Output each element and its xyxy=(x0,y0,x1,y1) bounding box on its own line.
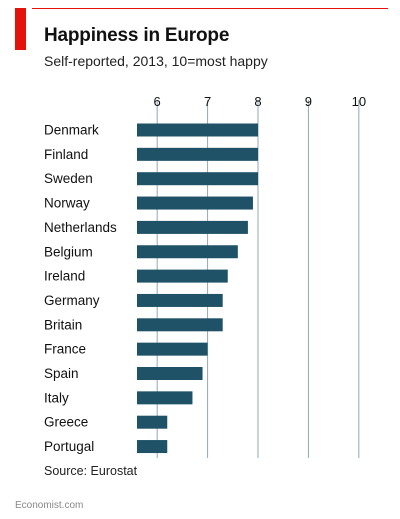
chart-source: Source: Eurostat xyxy=(44,464,138,478)
category-label: Belgium xyxy=(44,244,93,259)
bar xyxy=(137,342,208,356)
chart-subtitle: Self-reported, 2013, 10=most happy xyxy=(44,53,268,69)
bar xyxy=(137,269,228,283)
category-label: Norway xyxy=(44,196,90,211)
bar xyxy=(137,318,223,332)
chart-title: Happiness in Europe xyxy=(44,25,230,46)
x-tick-label: 8 xyxy=(254,94,261,109)
bar xyxy=(137,415,168,429)
bar xyxy=(137,391,193,405)
category-label: Denmark xyxy=(44,123,99,138)
bar xyxy=(137,172,258,186)
category-label: France xyxy=(44,342,86,357)
category-label: Netherlands xyxy=(44,220,117,235)
x-tick-label: 10 xyxy=(352,94,366,109)
footer-credit: Economist.com xyxy=(15,500,84,511)
bar xyxy=(137,147,258,161)
category-label: Sweden xyxy=(44,171,93,186)
category-label: Portugal xyxy=(44,439,94,454)
x-tick-label: 6 xyxy=(154,94,161,109)
category-label: Finland xyxy=(44,147,88,162)
category-label: Spain xyxy=(44,366,79,381)
category-label: Italy xyxy=(44,390,69,405)
bar xyxy=(137,440,168,454)
bar xyxy=(137,123,258,137)
category-label: Britain xyxy=(44,317,82,332)
category-label: Greece xyxy=(44,415,88,430)
top-rule xyxy=(32,8,388,9)
bar xyxy=(137,293,223,307)
category-label: Ireland xyxy=(44,269,85,284)
x-tick-label: 7 xyxy=(204,94,211,109)
bar xyxy=(137,196,253,210)
bar xyxy=(137,245,238,259)
bar xyxy=(137,220,248,234)
x-tick-label: 9 xyxy=(305,94,312,109)
bar xyxy=(137,367,203,380)
brand-tag xyxy=(15,8,26,50)
category-label: Germany xyxy=(44,293,100,308)
